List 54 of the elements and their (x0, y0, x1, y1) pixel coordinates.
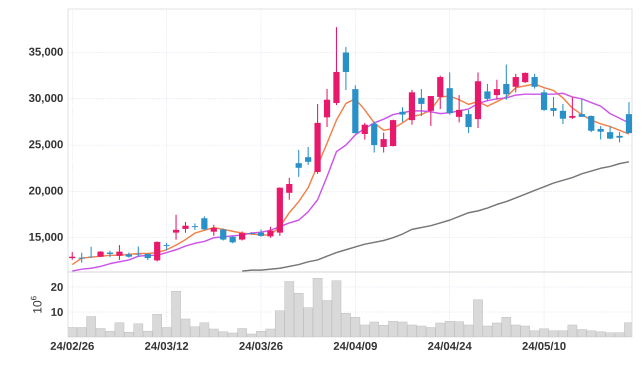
candlestick (626, 102, 632, 134)
candlestick (69, 251, 76, 260)
candlestick (588, 114, 594, 133)
candlestick (428, 96, 434, 127)
candlestick (296, 149, 302, 178)
y-tick-label: 30,000 (28, 94, 63, 104)
candlestick (182, 221, 189, 234)
candlestick (484, 83, 491, 102)
candlestick (522, 72, 528, 84)
candlestick (569, 96, 576, 120)
candlestick (456, 94, 462, 123)
candlestick (532, 73, 538, 90)
candlestick (503, 64, 510, 100)
candlestick (267, 226, 274, 238)
y-tick-label: 20,000 (29, 186, 63, 196)
y-tick-label: 25,000 (29, 140, 63, 150)
candlestick (437, 75, 444, 110)
x-tick-label: 24/04/09 (334, 342, 377, 350)
x-tick-label: 24/04/24 (428, 342, 472, 350)
candlestick (116, 244, 123, 260)
candlestick (210, 224, 217, 236)
x-tick-label: 24/03/26 (239, 342, 283, 350)
candlestick (201, 216, 208, 230)
candlestick (154, 240, 160, 262)
candlestick (135, 246, 142, 258)
candlestick (598, 125, 604, 140)
candlestick (550, 96, 557, 117)
y-tick-label: 15,000 (29, 232, 63, 243)
candlestick (578, 98, 585, 118)
y-tick-label: 10 (51, 308, 63, 316)
x-tick-label: 24/05/10 (522, 342, 566, 350)
candlestick (606, 126, 614, 140)
candlestick (220, 228, 226, 242)
y-axis-title: 10$^{6}$ (30, 296, 42, 313)
candlestick (362, 122, 368, 140)
candlestick (286, 177, 292, 200)
x-tick-label: 24/03/12 (144, 342, 188, 350)
candlestick (540, 89, 548, 112)
candlestick (324, 88, 330, 128)
candlestick (238, 230, 246, 242)
candlestick (465, 109, 472, 134)
candlestick (342, 46, 350, 91)
candlestick (371, 120, 378, 154)
candlestick (418, 88, 424, 116)
y-tick-label: 35,000 (28, 48, 63, 58)
candlestick (380, 132, 387, 154)
candlestick (78, 252, 85, 264)
candlestick (88, 246, 94, 258)
x-tick-label: 24/02/26 (50, 342, 94, 350)
candlestick (494, 79, 500, 100)
candlestick (512, 73, 519, 93)
candlestick (305, 146, 312, 166)
y-tick-label: 20 (51, 282, 63, 291)
candlestick (560, 103, 566, 125)
